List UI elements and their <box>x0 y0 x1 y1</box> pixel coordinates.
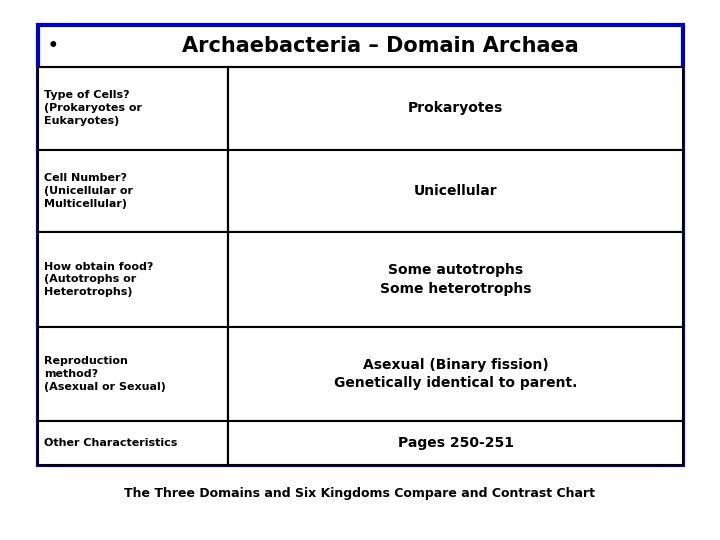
Text: Other Characteristics: Other Characteristics <box>44 438 177 448</box>
Text: Asexual (Binary fission)
Genetically identical to parent.: Asexual (Binary fission) Genetically ide… <box>334 358 577 390</box>
Text: Type of Cells?
(Prokaryotes or
Eukaryotes): Type of Cells? (Prokaryotes or Eukaryote… <box>44 91 142 126</box>
Text: Reproduction
method?
(Asexual or Sexual): Reproduction method? (Asexual or Sexual) <box>44 356 166 392</box>
Text: •: • <box>48 37 58 55</box>
Text: Archaebacteria – Domain Archaea: Archaebacteria – Domain Archaea <box>182 36 579 56</box>
FancyBboxPatch shape <box>228 232 683 327</box>
FancyBboxPatch shape <box>228 150 683 232</box>
FancyBboxPatch shape <box>228 421 683 465</box>
Text: The Three Domains and Six Kingdoms Compare and Contrast Chart: The Three Domains and Six Kingdoms Compa… <box>125 487 595 500</box>
FancyBboxPatch shape <box>38 150 228 232</box>
FancyBboxPatch shape <box>38 25 683 465</box>
Text: Some autotrophs
Some heterotrophs: Some autotrophs Some heterotrophs <box>380 263 531 295</box>
FancyBboxPatch shape <box>38 232 228 327</box>
FancyBboxPatch shape <box>38 327 228 421</box>
Text: How obtain food?
(Autotrophs or
Heterotrophs): How obtain food? (Autotrophs or Heterotr… <box>44 262 153 297</box>
FancyBboxPatch shape <box>228 327 683 421</box>
FancyBboxPatch shape <box>38 421 228 465</box>
FancyBboxPatch shape <box>228 67 683 150</box>
Text: Cell Number?
(Unicellular or
Multicellular): Cell Number? (Unicellular or Multicellul… <box>44 173 133 208</box>
Text: Prokaryotes: Prokaryotes <box>408 102 503 116</box>
Text: Unicellular: Unicellular <box>414 184 498 198</box>
FancyBboxPatch shape <box>38 67 228 150</box>
Text: Pages 250-251: Pages 250-251 <box>397 436 513 450</box>
